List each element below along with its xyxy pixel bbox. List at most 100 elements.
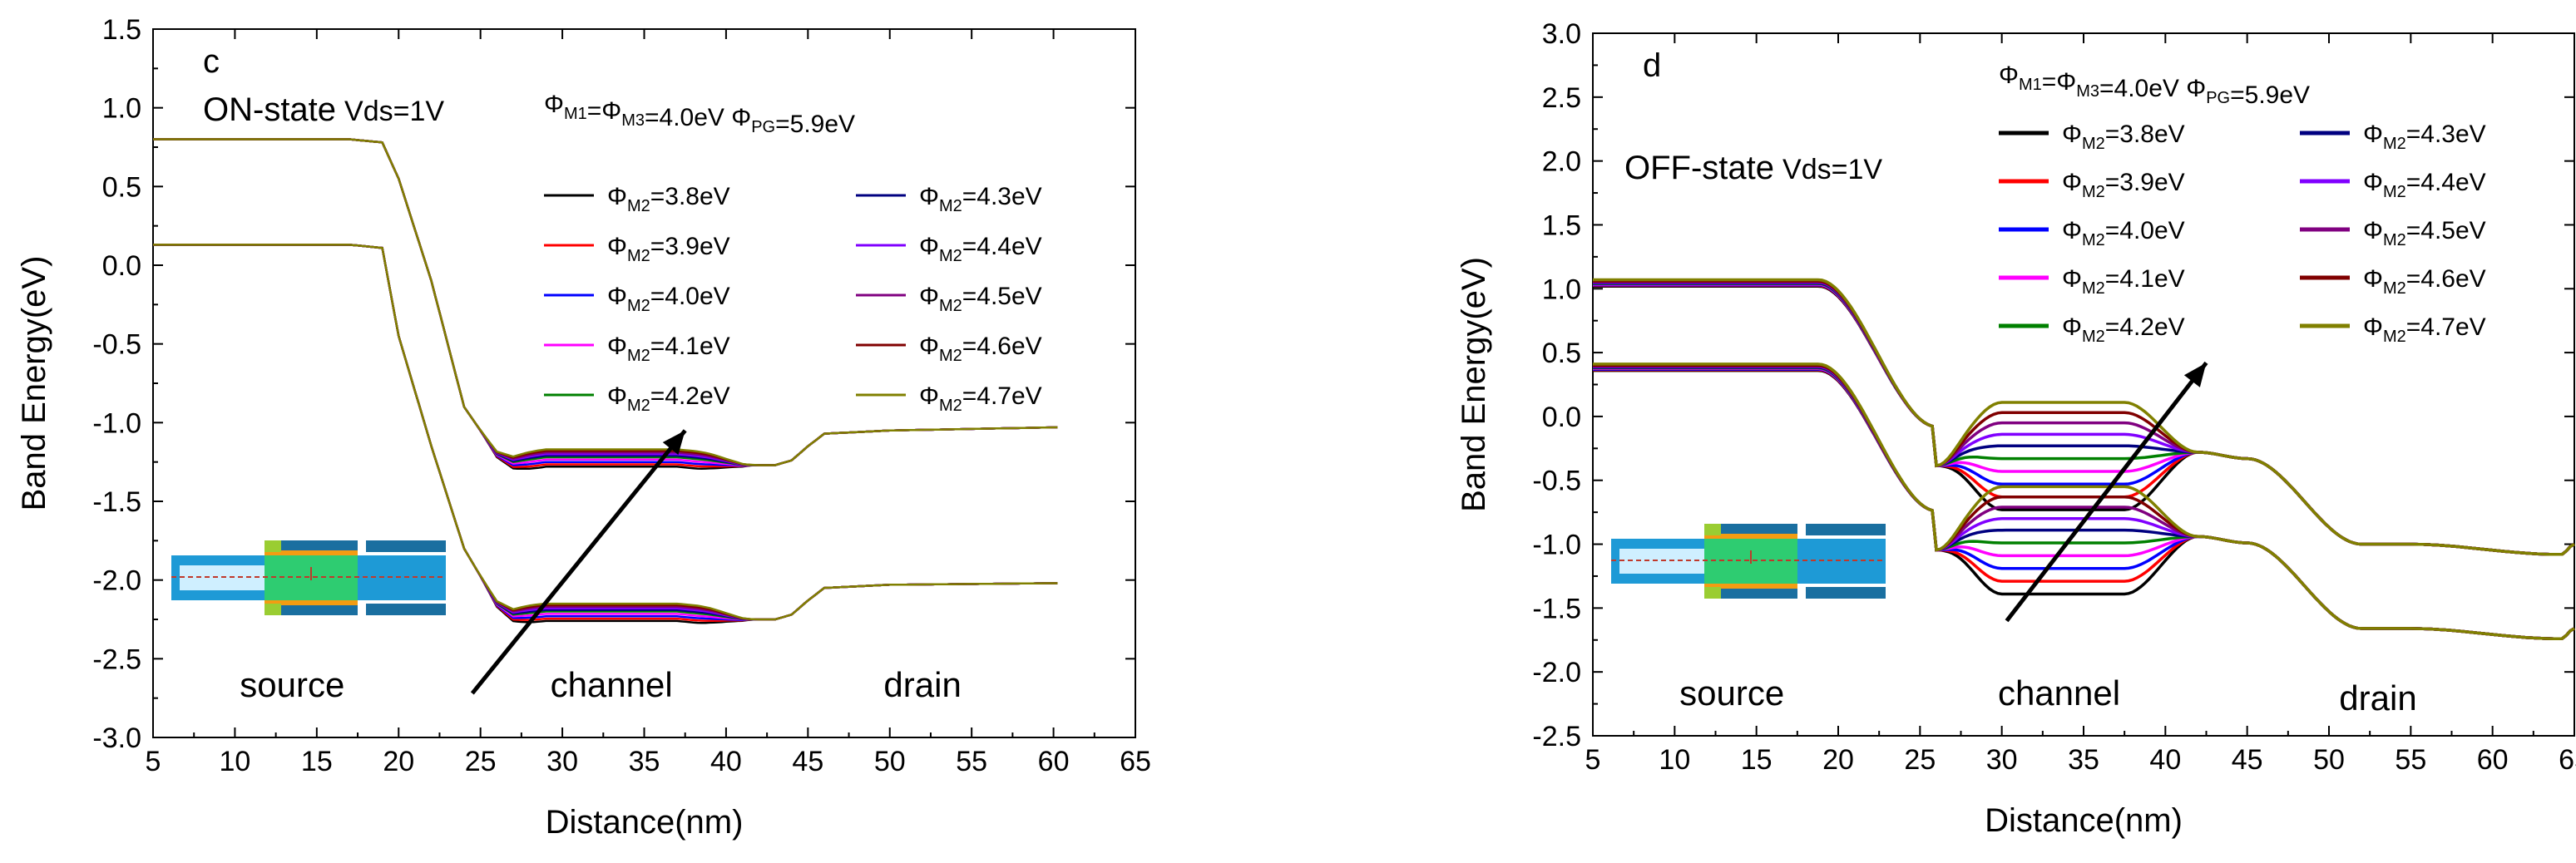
legend-entry: ΦM2=4.5eV: [919, 283, 1042, 315]
valence-band-line: [1593, 362, 2575, 640]
x-axis-title: Distance(nm): [546, 804, 744, 841]
x-tick-label: 55: [956, 746, 987, 777]
legend-entry: ΦM2=3.8eV: [2062, 121, 2185, 153]
legend-entry: ΦM2=3.8eV: [607, 183, 730, 215]
x-tick-label: 5: [1585, 744, 1601, 776]
legend-entry: ΦM2=3.9eV: [607, 233, 730, 265]
y-tick-label: -2.5: [92, 644, 141, 675]
device-top-gate: [1704, 524, 1797, 535]
legend-entry: ΦM2=4.5eV: [2363, 217, 2486, 249]
x-tick-label: 5: [146, 746, 161, 777]
x-tick-label: 35: [629, 746, 660, 777]
legend-entry: ΦM2=4.6eV: [919, 333, 1042, 365]
y-tick-label: 1.0: [1542, 274, 1581, 305]
conduction-band-line: [153, 138, 1058, 466]
legend-entry: ΦM2=4.3eV: [919, 183, 1042, 215]
device-m3-bottom: [265, 604, 281, 615]
x-tick-label: 60: [1038, 746, 1070, 777]
state-label: OFF-state Vds=1V: [1624, 150, 1882, 186]
legend-entry: ΦM2=4.0eV: [607, 283, 730, 315]
x-tick-label: 50: [874, 746, 906, 777]
trend-arrowhead: [662, 430, 685, 456]
region-label-source: source: [240, 665, 344, 704]
y-tick-label: -2.5: [1532, 721, 1581, 752]
device-bottom-oxide: [1704, 584, 1797, 589]
region-label-channel: channel: [1998, 673, 2120, 713]
device-pg-bottom: [366, 604, 446, 615]
params-label: ΦM1=ΦM3=4.0eV ΦPG=5.9eV: [1999, 62, 2310, 109]
trend-arrow: [2005, 361, 2208, 623]
device-bottom-gate: [1704, 587, 1797, 599]
y-tick-label: 2.0: [1542, 146, 1581, 178]
y-tick-label: -0.5: [1532, 466, 1581, 497]
x-tick-label: 20: [383, 746, 414, 777]
x-tick-label: 60: [2477, 744, 2509, 776]
y-tick-label: 3.0: [1542, 18, 1581, 50]
x-tick-label: 65: [2559, 744, 2576, 776]
x-tick-label: 45: [792, 746, 823, 777]
x-tick-label: 30: [1986, 744, 2018, 776]
params-label: ΦM1=ΦM3=4.0eV ΦPG=5.9eV: [544, 91, 855, 138]
conduction-band-line: [1593, 278, 2575, 556]
series-lines: [1593, 278, 2575, 640]
panel-letter: d: [1643, 47, 1661, 84]
y-tick-label: -1.0: [1532, 530, 1581, 561]
panel-c-chart: 5 10 15 20 25 30 35 40 45 50 55 60 65 1.5 1.0 0.5 0.0 -0.…: [16, 14, 1151, 841]
region-label-source: source: [1679, 673, 1784, 713]
y-tick-label: 2.5: [1542, 82, 1581, 114]
x-tick-label: 35: [2068, 744, 2099, 776]
x-tick-label: 50: [2313, 744, 2345, 776]
y-tick-label: 0.0: [102, 250, 141, 282]
x-tick-label: 40: [710, 746, 742, 777]
region-label-drain: drain: [2339, 678, 2416, 718]
legend-entry: ΦM2=4.2eV: [607, 382, 730, 415]
x-tick-label: 20: [1822, 744, 1854, 776]
device-m3-bottom: [1704, 587, 1721, 599]
y-tick-label: -3.0: [92, 722, 141, 754]
device-bottom-gate: [265, 604, 358, 615]
device-m3-top: [1704, 524, 1721, 535]
y-tick-label: 1.5: [102, 14, 141, 46]
device-pg-bottom: [1806, 587, 1886, 599]
y-tick-label: -1.5: [92, 486, 141, 518]
valence-band-line: [153, 244, 1058, 621]
x-tick-label: 15: [1741, 744, 1773, 776]
y-tick-label: -1.5: [1532, 593, 1581, 624]
panel-d-chart: 5 10 15 20 25 30 35 40 45 50 55 60 65 3.0 2.5 2.0 1.5 1.0…: [1288, 0, 2576, 863]
x-tick-label: 55: [2395, 744, 2426, 776]
x-tick-label: 10: [1659, 744, 1690, 776]
x-tick-label: 45: [2232, 744, 2263, 776]
x-tick-label: 40: [2149, 744, 2181, 776]
x-tick-label: 25: [465, 746, 497, 777]
legend: ΦM2=3.8eV ΦM2=3.9eV ΦM2=4.0eV ΦM2=4.1eV ΦM2=…: [544, 183, 1042, 415]
x-tick-label: 65: [1120, 746, 1151, 777]
device-top-oxide: [265, 550, 358, 555]
y-tick-label: 0.0: [1542, 402, 1581, 433]
legend-entry: ΦM2=4.1eV: [2062, 265, 2185, 298]
chart-group: 5 10 15 20 25 30 35 40 45 50 55 60 65 3.0 2.5 2.0 1.5 1.0…: [1456, 18, 2576, 839]
y-tick-label: 1.0: [102, 93, 141, 125]
y-tick-label: -1.0: [92, 407, 141, 439]
band-diagram-c: 5 10 15 20 25 30 35 40 45 50 55 60 65 1.5 1.0 0.5 0.0 -0.…: [16, 14, 1151, 841]
region-label-drain: drain: [883, 665, 961, 704]
y-tick-label: 1.5: [1542, 210, 1581, 241]
x-tick-label: 25: [1904, 744, 1936, 776]
legend-entry: ΦM2=4.7eV: [919, 382, 1042, 415]
device-top-oxide: [1704, 534, 1797, 539]
trend-arrowhead: [2183, 362, 2207, 387]
device-pg-top: [1806, 524, 1886, 535]
y-tick-label: -2.0: [1532, 657, 1581, 688]
y-tick-label: 0.5: [1542, 338, 1581, 369]
y-tick-label: -2.0: [92, 565, 141, 597]
panel-letter: c: [203, 43, 220, 80]
legend-entry: ΦM2=4.1eV: [607, 333, 730, 365]
y-axis-title: Band Energy(eV): [16, 256, 52, 511]
series-lines: [153, 138, 1058, 624]
legend-entry: ΦM2=4.7eV: [2363, 313, 2486, 346]
legend-entry: ΦM2=4.4eV: [919, 233, 1042, 265]
trend-arrow: [470, 429, 687, 695]
region-label-channel: channel: [551, 665, 673, 704]
legend-entry: ΦM2=4.3eV: [2363, 121, 2486, 153]
y-tick-label: 0.5: [102, 171, 141, 203]
device-m3-top: [265, 540, 281, 552]
